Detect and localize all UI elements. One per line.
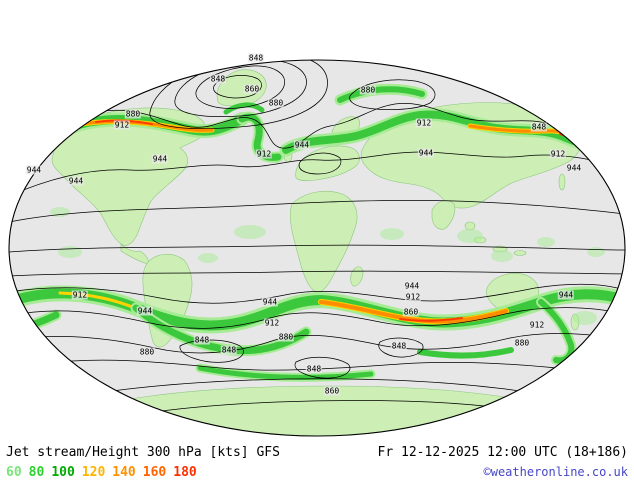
legend-value-140: 140 — [112, 465, 136, 480]
legend-value-180: 180 — [173, 465, 197, 480]
legend-value-60: 60 — [6, 465, 22, 480]
legend: 60 80 100 120 140 160 180 — [6, 465, 197, 480]
light-wind-patches — [50, 207, 605, 325]
legend-value-120: 120 — [81, 465, 106, 480]
legend-value-160: 160 — [142, 465, 167, 480]
world-map — [8, 59, 626, 437]
legend-value-100: 100 — [51, 465, 75, 480]
map-title: Jet stream/Height 300 hPa [kts] GFS — [6, 445, 280, 460]
map-border — [8, 59, 626, 437]
legend-value-80: 80 — [28, 465, 45, 480]
copyright-link[interactable]: ©weatheronline.co.uk — [483, 465, 629, 479]
map-datetime: Fr 12-12-2025 12:00 UTC (18+186) — [377, 445, 628, 460]
footer-info-line: Jet stream/Height 300 hPa [kts] GFS Fr 1… — [6, 445, 628, 460]
footer-legend-line: 60 80 100 120 140 160 180 ©weatheronline.co.uk — [6, 465, 628, 480]
